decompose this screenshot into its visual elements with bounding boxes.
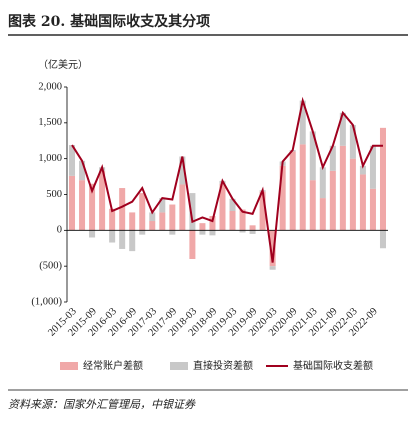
bar xyxy=(269,230,276,267)
bar xyxy=(69,145,76,176)
bar xyxy=(239,209,246,231)
bar xyxy=(269,266,276,270)
bar xyxy=(169,204,176,231)
bar xyxy=(139,230,146,235)
bar xyxy=(79,160,86,181)
bar xyxy=(249,230,256,234)
bar xyxy=(369,145,376,189)
bar xyxy=(219,183,226,231)
bar xyxy=(329,145,336,171)
y-tick-label: 0 xyxy=(57,225,62,236)
bar xyxy=(139,193,146,231)
bar xyxy=(89,183,96,231)
legend-label: 直接投资差额 xyxy=(193,359,253,372)
bar xyxy=(339,145,346,231)
bar xyxy=(169,230,176,235)
bar xyxy=(369,188,376,231)
bar xyxy=(209,216,216,231)
bar xyxy=(229,198,236,211)
bar xyxy=(199,230,206,235)
bar xyxy=(189,193,196,231)
bar xyxy=(199,223,206,231)
y-tick-label: 1,000 xyxy=(38,153,62,164)
bar xyxy=(179,184,186,231)
bar xyxy=(189,230,196,259)
bar xyxy=(109,208,116,231)
bar xyxy=(279,165,286,231)
bar xyxy=(349,158,356,231)
bar xyxy=(159,212,166,231)
y-axis-label: （亿美元） xyxy=(38,58,88,71)
bar xyxy=(79,180,86,231)
bar xyxy=(229,210,236,231)
y-tick-label: (1,000) xyxy=(31,296,62,307)
bar xyxy=(349,124,356,159)
legend-swatch xyxy=(170,362,188,370)
bar xyxy=(109,230,116,243)
bar xyxy=(319,167,326,199)
bar xyxy=(379,127,386,231)
bar xyxy=(249,225,256,231)
bar xyxy=(299,144,306,231)
bar xyxy=(149,221,156,231)
bar xyxy=(329,170,336,231)
bar xyxy=(119,230,126,249)
bar xyxy=(359,165,366,175)
bar xyxy=(299,100,306,145)
legend-label: 经常账户差额 xyxy=(83,359,143,372)
y-tick-label: 2,000 xyxy=(38,81,62,92)
bar xyxy=(129,212,136,231)
chart-title: 图表 20. 基础国际收支及其分项 xyxy=(8,13,210,30)
source: 资料来源：国家外汇管理局，中银证券 xyxy=(8,398,196,411)
bar xyxy=(89,230,96,238)
bar xyxy=(289,151,296,231)
bar xyxy=(319,198,326,231)
y-tick-label: (500) xyxy=(39,261,62,272)
legend-label: 基础国际收支差额 xyxy=(293,359,373,372)
bar xyxy=(119,188,126,231)
bar xyxy=(129,230,136,252)
bar xyxy=(179,156,186,185)
bar xyxy=(379,230,386,249)
y-tick-label: 500 xyxy=(46,189,62,200)
bar xyxy=(309,131,316,181)
bar xyxy=(99,170,106,231)
bar xyxy=(69,175,76,231)
bar xyxy=(309,180,316,231)
bar xyxy=(259,191,266,231)
bar xyxy=(209,230,216,236)
bar xyxy=(359,174,366,231)
y-tick-label: 1,500 xyxy=(38,117,62,128)
bar xyxy=(339,112,346,146)
bar xyxy=(159,198,166,213)
legend-swatch xyxy=(60,362,78,370)
bar xyxy=(149,212,156,222)
line xyxy=(71,96,383,263)
bar xyxy=(239,230,246,233)
